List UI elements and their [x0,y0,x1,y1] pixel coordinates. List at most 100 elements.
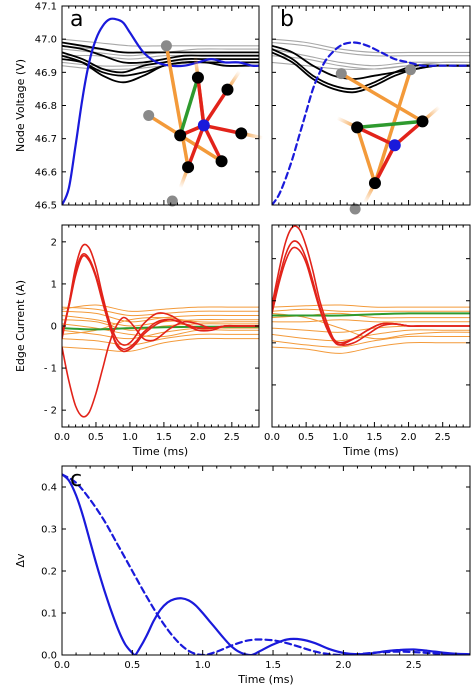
x-tick-label: 1.5 [265,660,281,671]
network-diagram [335,64,441,215]
series-line-orange-8 [272,329,470,342]
series-line-red-2 [62,252,259,351]
y-tick-label: 46.8 [35,101,57,112]
red-edge [203,123,242,136]
outer-node [405,64,417,76]
y-tick-label: 47.0 [35,35,57,46]
series-line-neighbors-4 [62,41,259,54]
red-edge [202,88,229,127]
series-line-red-2 [272,246,470,346]
series-line-green-14 [62,325,259,331]
orange-edge [164,45,190,168]
series-line-green-12 [272,312,470,317]
y-tick-label: 0.4 [41,483,57,494]
panel-label: a [70,7,83,32]
x-tick-label: 2.5 [406,660,422,671]
series-line-neighbors-2 [62,51,259,74]
y-tick-label: 0.1 [41,609,57,620]
panel-a-edge-current: - 2 - 1 0 1 2 0.0 0.5 1.0 1.5 2.0 2.5 Time (ms) Edge… [14,224,260,458]
network-diagram [143,40,264,207]
y-tick-label: 47.1 [35,2,57,13]
y-axis-label: Δv [14,553,27,568]
series-line-orange-4 [62,306,259,317]
x-tick-label: 0.0 [54,432,70,443]
y-tick-label: 46.5 [35,201,57,212]
y-tick-label: - 2 [44,406,57,417]
series-line-others-6 [62,38,259,47]
x-axis-label: Time (ms) [132,445,188,458]
series-line-perturbed-0 [62,17,259,205]
y-tick-label: 2 [51,237,57,248]
y-tick-label: 46.7 [35,134,57,145]
red-edge [196,77,206,126]
panel-label: b [280,7,294,32]
x-tick-label: 1.0 [195,660,211,671]
red-edge [186,124,206,168]
panel-b-node-voltage: b [271,5,471,215]
red-edge [373,144,397,184]
neighbor-node [182,161,195,174]
green-edge [178,77,200,136]
panel-c-delta-v: 0.0 0.1 0.2 0.3 0.4 0.0 0.5 1.0 1.5 2.0 2.5 Time (m… [14,465,471,686]
x-tick-label: 0.5 [88,432,104,443]
y-axis-label: Edge Current (A) [14,280,27,372]
x-tick-label: 0.0 [54,660,70,671]
x-tick-label: 1.5 [366,432,382,443]
x-tick-label: 0.5 [124,660,140,671]
perturbed-node [388,139,401,152]
series-line-orange-10 [62,337,259,353]
orange-edge [373,69,413,184]
x-tick-label: 1.0 [122,432,138,443]
neighbor-node [235,127,248,140]
neighbor-node [191,71,204,84]
y-tick-label: 46.9 [35,68,57,79]
series-line-others-8 [272,41,470,57]
neighbor-node [215,155,228,168]
y-tick-label: - 1 [44,364,57,375]
series-line-red-1 [62,243,259,346]
outer-node [143,109,155,121]
series-line-orange-13 [62,323,259,338]
red-edge [356,125,396,147]
series-line-red-0 [62,316,259,418]
neighbor-node [351,121,364,134]
plot-frame [271,224,471,428]
series-line-orange-9 [62,333,259,346]
x-tick-label: 2.5 [224,432,240,443]
outer-node [349,203,361,215]
neighbor-node [174,129,187,142]
y-tick-label: 0.3 [41,525,57,536]
y-tick-label: 1 [51,279,57,290]
x-tick-label: 1.5 [156,432,172,443]
x-tick-label: 0.0 [264,432,280,443]
y-tick-label: 0.2 [41,567,57,578]
outer-node [335,68,347,80]
outer-node [166,195,178,207]
green-edge [356,119,423,130]
panel-b-edge-current: 0.0 0.5 1.0 1.5 2.0 2.5 Time (ms) [264,224,471,458]
series-line-orange-3 [272,304,470,308]
series-line-main-0 [62,473,470,655]
series-line-orange-9 [272,335,470,348]
series-line-red-0 [272,225,470,346]
panel-label: c [70,467,82,492]
series-line-red-3 [62,254,259,353]
series-line-orange-11 [272,312,470,340]
x-tick-label: 2.0 [401,432,417,443]
y-tick-label: 46.6 [35,167,57,178]
plot-frame [61,465,471,656]
series-line-main-1 [62,473,470,655]
x-axis-label: Time (ms) [237,673,293,686]
series-line-orange-10 [272,341,470,354]
plot-frame [61,5,260,206]
series-line-orange-6 [62,315,259,327]
perturbed-node [197,119,210,132]
y-axis-label: Node Voltage (V) [14,59,27,152]
x-tick-label: 2.0 [190,432,206,443]
y-tick-label: 0.0 [41,651,57,662]
series-line-orange-4 [272,308,470,312]
x-axis-label: Time (ms) [342,445,398,458]
x-tick-label: 2.5 [435,432,451,443]
series-line-neighbors-3 [62,44,259,64]
